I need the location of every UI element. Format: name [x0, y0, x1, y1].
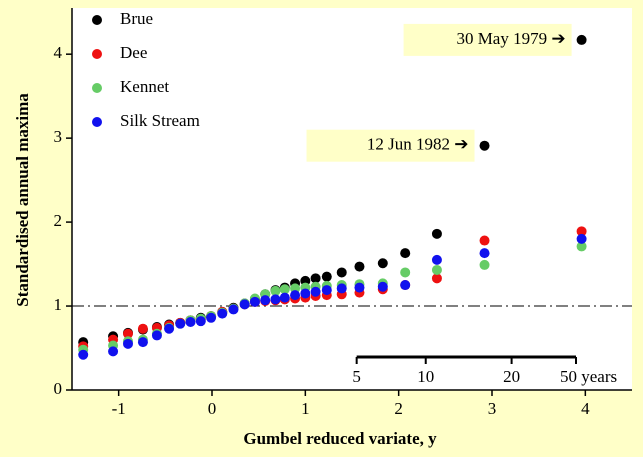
y-tick-label: 3	[54, 127, 63, 146]
data-point	[195, 316, 206, 327]
data-point	[137, 323, 148, 334]
legend-label: Dee	[120, 43, 147, 62]
data-point	[431, 228, 442, 239]
data-point	[479, 235, 490, 246]
data-point	[479, 140, 490, 151]
x-tick-label: 2	[394, 399, 403, 418]
data-point	[228, 304, 239, 315]
y-tick-label: 2	[54, 211, 63, 230]
data-point	[576, 233, 587, 244]
data-point	[431, 273, 442, 284]
data-point	[108, 346, 119, 357]
annotation-text: 30 May 1979 ➔	[456, 29, 565, 48]
data-point	[354, 261, 365, 272]
annotation-box	[403, 23, 572, 56]
data-point	[137, 337, 148, 348]
legend-label: Brue	[120, 9, 153, 28]
y-tick-label: 0	[54, 379, 63, 398]
data-point	[400, 267, 411, 278]
data-point	[249, 296, 260, 307]
legend-label: Silk Stream	[120, 111, 200, 130]
data-point	[431, 254, 442, 265]
data-point	[336, 267, 347, 278]
legend-label: Kennet	[120, 77, 169, 96]
data-point	[279, 284, 290, 295]
x-axis-label: Gumbel reduced variate, y	[243, 429, 437, 448]
data-point	[310, 286, 321, 297]
x-tick-label: 0	[208, 399, 217, 418]
data-point	[279, 292, 290, 303]
annotation-box	[306, 129, 475, 162]
data-point	[400, 248, 411, 259]
data-point	[310, 273, 321, 284]
legend-marker	[92, 49, 102, 59]
x-tick-label: -1	[112, 399, 126, 418]
data-point	[576, 226, 587, 237]
data-point	[270, 294, 281, 305]
data-point	[206, 312, 217, 323]
data-point	[123, 338, 133, 349]
y-axis-label: Standardised annual maxima	[13, 93, 32, 307]
data-point	[239, 299, 250, 310]
data-point	[400, 280, 411, 291]
data-point	[175, 318, 186, 329]
data-point	[431, 264, 442, 275]
return-period-label: 20	[503, 367, 520, 386]
legend-marker	[92, 83, 102, 93]
data-point	[151, 330, 162, 341]
data-point	[336, 283, 347, 294]
data-point	[321, 271, 332, 282]
y-tick-label: 1	[54, 295, 63, 314]
x-tick-label: 3	[488, 399, 497, 418]
data-point	[78, 349, 89, 360]
annotation-text: 12 Jun 1982 ➔	[367, 135, 469, 154]
data-point	[300, 288, 311, 299]
data-point	[217, 308, 228, 319]
return-period-label: 10	[417, 367, 434, 386]
x-tick-label: 4	[581, 399, 590, 418]
return-period-label: 50 years	[560, 367, 617, 386]
data-point	[290, 290, 301, 301]
data-point	[576, 241, 587, 252]
data-point	[321, 285, 332, 296]
data-point	[377, 258, 388, 269]
legend-marker	[92, 15, 102, 25]
data-point	[260, 295, 271, 306]
data-point	[576, 34, 587, 45]
data-point	[185, 316, 196, 327]
legend-marker	[92, 117, 102, 127]
data-point	[123, 328, 133, 339]
x-tick-label: 1	[301, 399, 310, 418]
data-point	[479, 248, 490, 259]
data-point	[479, 259, 490, 270]
data-point	[354, 282, 365, 293]
data-point	[377, 281, 388, 292]
y-tick-label: 4	[54, 43, 63, 62]
data-point	[164, 323, 175, 334]
data-point	[270, 285, 281, 296]
return-period-label: 5	[352, 367, 361, 386]
